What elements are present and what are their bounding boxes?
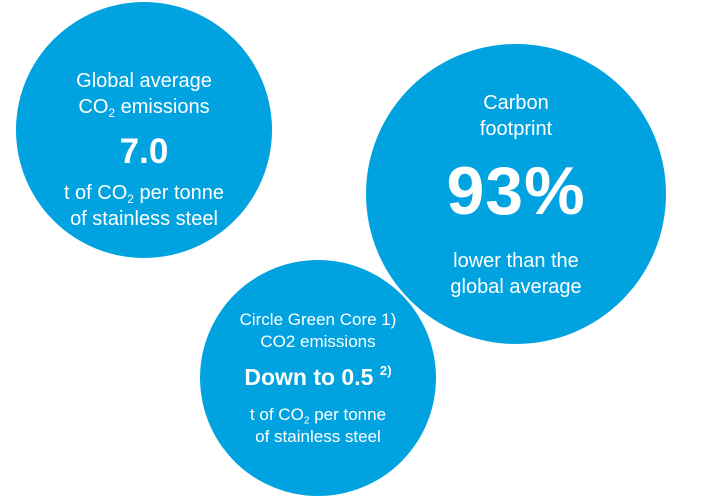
carbon-footprint-circle: Carbon footprint 93% lower than the glob…	[366, 44, 666, 344]
circle-green-core-unit: t of CO2 per tonne of stainless steel	[249, 405, 387, 446]
carbon-footprint-description: lower than the global average	[450, 250, 582, 298]
global-average-circle: Global average CO2 emissions 7.0 t of CO…	[16, 2, 272, 258]
circle-green-core-title: Circle Green Core 1) CO2 emissions	[239, 310, 397, 351]
circle-green-core-value: Down to 0.5 2)	[244, 363, 392, 390]
carbon-footprint-value: 93%	[446, 153, 586, 229]
carbon-footprint-title: Carbon footprint	[479, 92, 553, 140]
global-average-title: Global average CO2 emissions	[16, 68, 272, 120]
global-average-value: 7.0	[119, 132, 169, 171]
global-average-title-line2: CO2 emissions	[78, 96, 210, 121]
global-average-unit: t of CO2 per tonne of stainless steel	[63, 182, 225, 230]
footnote-marker: 2)	[379, 363, 392, 378]
circle-green-core-circle: Circle Green Core 1) CO2 emissions Down …	[200, 260, 436, 496]
global-average-title-line1: Global average	[76, 70, 212, 92]
